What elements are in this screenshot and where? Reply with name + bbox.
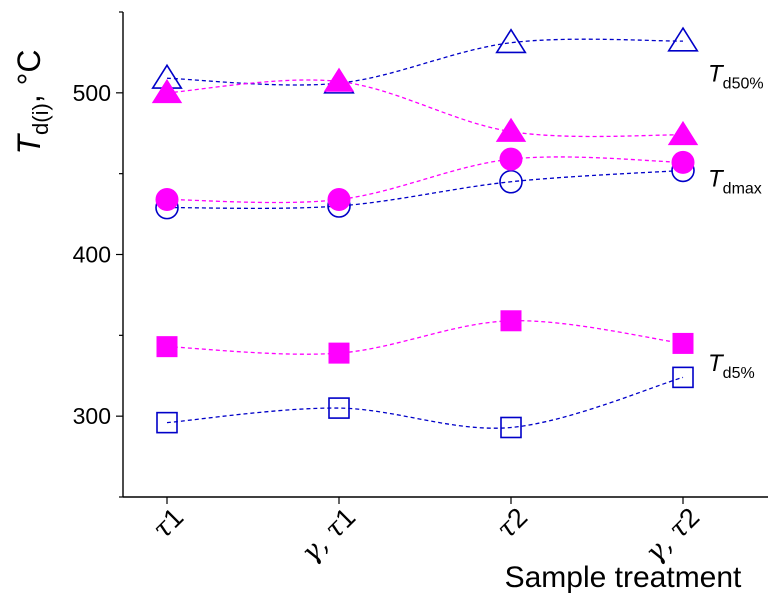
marker-square-filled [328,342,350,364]
series-annotation: Tdmax [708,166,762,198]
marker-square-filled [500,310,522,332]
marker-square-filled [156,336,178,358]
marker-triangle-filled [151,78,183,104]
x-tick-label: γ, τ1 [295,502,362,569]
marker-square-filled [672,332,694,354]
marker-square-open [500,416,522,439]
marker-circle-filled [327,188,351,212]
marker-circle-filled [155,188,179,212]
series-line-Td50%-filled [166,79,684,138]
x-tick-label: τ1 [147,502,190,545]
marker-triangle-open [495,28,527,54]
marker-square-open [672,366,694,389]
marker-triangle-filled [323,67,355,92]
series-line-Tdmax-open [166,169,684,210]
marker-circle-filled [671,150,695,174]
data-markers [151,26,699,439]
series-annotation: Td5% [708,350,755,382]
series-line-Td5%-open [166,376,684,429]
marker-triangle-filled [495,117,527,142]
series-line-Td5%-filled [166,320,684,355]
marker-circle-open [499,169,523,194]
series-line-Tdmax-filled [166,156,684,204]
series-annotation: Td50% [708,60,764,92]
marker-triangle-open [667,26,699,52]
marker-circle-filled [499,147,523,171]
series-lines [166,38,684,429]
marker-square-open [156,411,178,434]
marker-triangle-filled [667,120,699,146]
y-tick-label: 500 [73,80,111,106]
x-tick-label: τ2 [491,502,534,545]
y-tick-label: 400 [73,242,111,268]
x-axis-label: Sample treatment [505,561,742,593]
y-axis-label: Td(i), °C [11,49,53,154]
axes [116,11,768,504]
series-line-Td50%-open [166,38,684,86]
x-tick-label: γ, τ2 [639,502,706,569]
y-tick-label: 300 [73,403,111,429]
marker-square-open [328,397,350,419]
